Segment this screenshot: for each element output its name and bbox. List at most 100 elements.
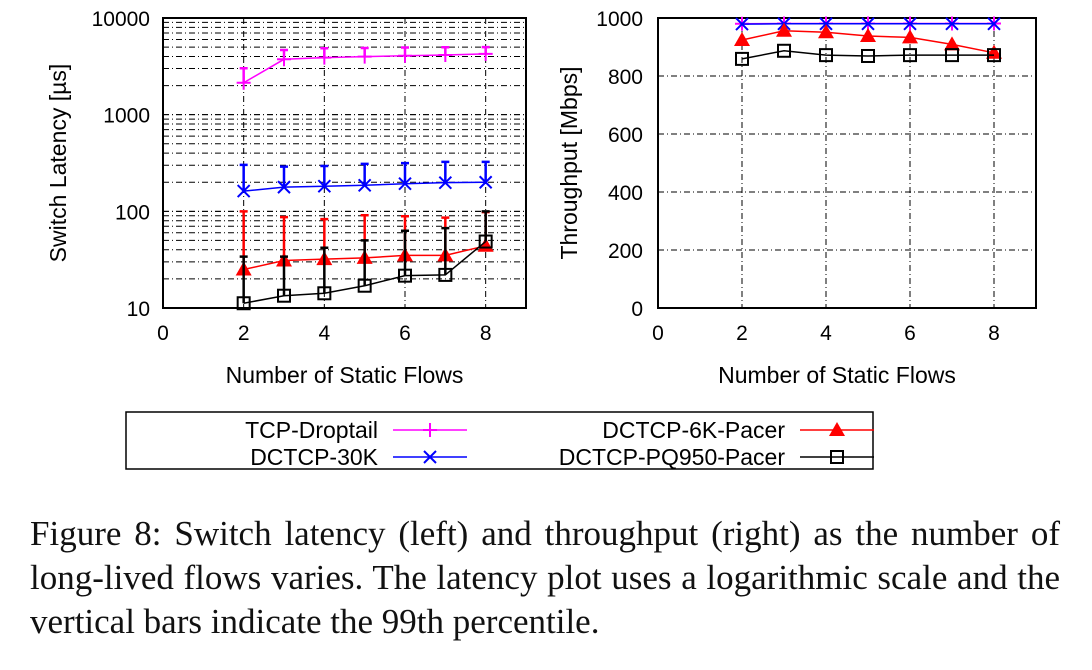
data-point bbox=[357, 178, 372, 192]
data-point bbox=[236, 296, 251, 311]
x-tick-label: 2 bbox=[238, 322, 250, 345]
y-tick-label: 10000 bbox=[92, 8, 150, 31]
x-tick-label: 6 bbox=[904, 322, 916, 345]
plot-frame bbox=[162, 17, 527, 309]
data-point bbox=[438, 267, 453, 282]
legend-label: TCP-Droptail bbox=[245, 417, 378, 443]
legend-label: DCTCP-30K bbox=[250, 444, 378, 470]
latency-chart: 0 2 4 6 8 10 100 1000 10000 Number of Static Flow… bbox=[45, 8, 527, 388]
error-bar bbox=[441, 226, 450, 275]
x-tick-label: 2 bbox=[736, 322, 748, 345]
data-point bbox=[860, 27, 876, 42]
x-axis-label: Number of Static Flows bbox=[226, 362, 464, 388]
data-point bbox=[478, 46, 493, 61]
data-point bbox=[438, 175, 453, 190]
data-point bbox=[987, 48, 1001, 63]
data-point bbox=[236, 184, 251, 198]
y-tick-label: 10 bbox=[127, 298, 150, 321]
data-point bbox=[317, 286, 332, 301]
data-point bbox=[776, 22, 792, 37]
error-bar bbox=[360, 239, 369, 286]
legend-label: DCTCP-6K-Pacer bbox=[602, 417, 785, 443]
error-bar bbox=[401, 229, 409, 276]
error-bar bbox=[239, 255, 248, 304]
y-axis-label: Switch Latency [µs] bbox=[45, 64, 71, 263]
plot-frame bbox=[657, 17, 1037, 309]
series-dctcp-30k bbox=[236, 160, 493, 198]
data-point bbox=[819, 48, 833, 63]
error-bar bbox=[320, 246, 329, 294]
x-tick-label: 6 bbox=[399, 322, 411, 345]
data-point bbox=[861, 48, 875, 63]
legend-marker bbox=[423, 423, 437, 437]
series-dctcp-pq950-pacer bbox=[735, 43, 1001, 66]
throughput-chart: 0 2 4 6 8 0 200 400 600 800 1000 Number of Static F… bbox=[556, 8, 1037, 388]
error-bar bbox=[360, 162, 369, 186]
data-point bbox=[945, 17, 959, 31]
y-tick-label: 1000 bbox=[103, 105, 150, 128]
x-tick-label: 0 bbox=[652, 322, 664, 345]
error-bar bbox=[441, 160, 450, 183]
data-point bbox=[277, 288, 291, 303]
error-bar bbox=[401, 161, 409, 184]
y-tick-label: 100 bbox=[115, 201, 150, 224]
data-point bbox=[819, 17, 833, 31]
y-tick-label: 1000 bbox=[596, 8, 643, 31]
data-point bbox=[944, 36, 960, 51]
series-line bbox=[741, 50, 994, 60]
x-axis-label: Number of Static Flows bbox=[718, 362, 956, 388]
data-point bbox=[277, 52, 291, 67]
y-tick-label: 200 bbox=[608, 240, 643, 263]
error-bar bbox=[481, 160, 490, 183]
data-point bbox=[903, 17, 917, 31]
data-point bbox=[357, 49, 372, 64]
y-tick-label: 0 bbox=[631, 298, 643, 321]
data-point bbox=[236, 75, 251, 90]
data-point bbox=[438, 48, 453, 63]
y-tick-label: 800 bbox=[608, 66, 643, 89]
data-point bbox=[478, 234, 493, 249]
data-point bbox=[317, 50, 332, 65]
data-point bbox=[818, 24, 834, 39]
x-tick-label: 8 bbox=[988, 322, 1000, 345]
data-point bbox=[277, 180, 291, 194]
data-point bbox=[735, 17, 749, 31]
y-tick-label: 400 bbox=[608, 182, 643, 205]
x-tick-label: 4 bbox=[318, 322, 330, 345]
data-point bbox=[902, 29, 918, 44]
x-tick-label: 8 bbox=[480, 322, 492, 345]
data-point bbox=[357, 278, 372, 293]
legend-marker bbox=[423, 450, 437, 464]
error-bar bbox=[280, 165, 288, 188]
data-point bbox=[777, 43, 791, 58]
data-point bbox=[861, 17, 875, 31]
series-dctcp-6k-pacer bbox=[734, 22, 1002, 59]
legend-marker bbox=[830, 450, 844, 464]
legend-marker bbox=[829, 422, 845, 436]
y-axis-label: Throughput [Mbps] bbox=[556, 66, 582, 259]
data-point bbox=[734, 32, 750, 47]
legend-label: DCTCP-PQ950-Pacer bbox=[559, 444, 786, 470]
data-point bbox=[317, 179, 332, 193]
y-tick-label: 600 bbox=[608, 124, 643, 147]
series-dctcp-pq950-pacer bbox=[236, 210, 493, 311]
series-tcp-droptail bbox=[236, 45, 493, 90]
data-point bbox=[735, 51, 749, 66]
x-tick-label: 4 bbox=[820, 322, 832, 345]
data-point bbox=[987, 17, 1001, 31]
series-line bbox=[243, 240, 487, 304]
data-point bbox=[398, 48, 412, 63]
error-bar bbox=[239, 163, 248, 192]
data-point bbox=[398, 177, 412, 191]
data-point bbox=[398, 268, 412, 283]
figure-caption: Figure 8: Switch latency (left) and thro… bbox=[30, 514, 1060, 641]
x-tick-label: 0 bbox=[157, 322, 169, 345]
error-bar bbox=[320, 164, 329, 187]
legend-box bbox=[125, 411, 874, 470]
series-dctcp-30k bbox=[735, 17, 1001, 31]
data-point bbox=[478, 175, 493, 189]
data-point bbox=[903, 48, 917, 63]
data-point bbox=[945, 48, 959, 63]
